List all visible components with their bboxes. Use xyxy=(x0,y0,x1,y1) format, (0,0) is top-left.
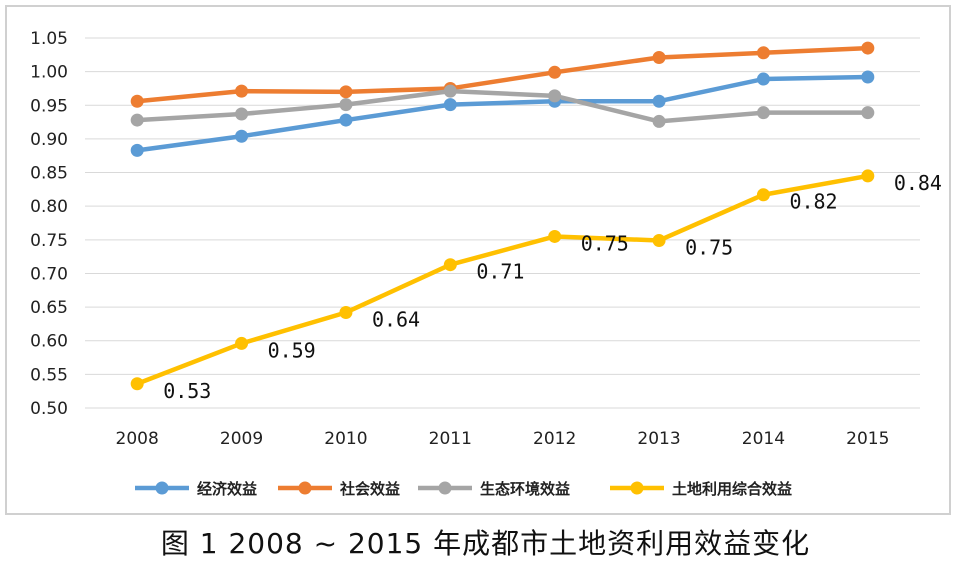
y-tick-label: 0.70 xyxy=(30,264,68,284)
legend-swatch-marker xyxy=(438,481,452,495)
data-point xyxy=(130,113,144,127)
data-point xyxy=(861,70,875,84)
y-tick-label: 0.85 xyxy=(30,164,68,184)
data-point xyxy=(235,84,249,98)
y-tick-label: 0.65 xyxy=(30,298,68,318)
y-axis: 0.50 0.55 0.60 0.65 0.70 0.75 0.80 0.85 0.90 0.95… xyxy=(30,29,68,419)
x-tick-label: 2014 xyxy=(742,429,785,449)
data-point xyxy=(339,85,353,99)
y-tick-label: 0.75 xyxy=(30,231,68,251)
legend-label: 社会效益 xyxy=(339,480,400,498)
data-point xyxy=(756,72,770,86)
legend-label: 经济效益 xyxy=(197,480,257,498)
data-point xyxy=(756,188,770,202)
x-tick-label: 2010 xyxy=(324,429,367,449)
series-lines xyxy=(134,45,871,387)
legend-label: 生态环境效益 xyxy=(480,480,570,498)
data-point xyxy=(443,84,457,98)
data-label: 0.75 xyxy=(581,231,629,255)
y-tick-label: 0.55 xyxy=(30,365,68,385)
legend-label: 土地利用综合效益 xyxy=(672,480,792,498)
data-labels: 0.53 0.59 0.64 0.71 0.75 0.75 0.82 0.84 xyxy=(163,171,942,403)
data-point xyxy=(339,98,353,112)
data-point xyxy=(548,229,562,243)
x-tick-label: 2012 xyxy=(533,429,576,449)
data-point xyxy=(235,129,249,143)
data-label: 0.84 xyxy=(894,171,942,195)
data-point xyxy=(548,89,562,103)
data-point xyxy=(443,98,457,112)
data-point xyxy=(756,46,770,60)
y-tick-label: 0.95 xyxy=(30,96,68,116)
data-label: 0.71 xyxy=(476,260,524,284)
legend-swatch-marker xyxy=(298,481,312,495)
x-tick-label: 2009 xyxy=(220,429,263,449)
data-point xyxy=(235,336,249,350)
legend: 经济效益 社会效益 生态环境效益 土地利用综合效益 xyxy=(135,480,792,498)
legend-swatch-marker xyxy=(155,481,169,495)
series-line-1 xyxy=(134,45,871,104)
y-tick-label: 0.80 xyxy=(30,197,68,217)
data-label: 0.75 xyxy=(685,235,733,259)
data-point xyxy=(339,305,353,319)
x-tick-label: 2008 xyxy=(116,429,159,449)
data-point xyxy=(130,94,144,108)
data-point xyxy=(652,51,666,65)
data-point xyxy=(443,258,457,272)
y-tick-label: 0.50 xyxy=(30,399,68,419)
data-label: 0.53 xyxy=(163,379,211,403)
data-point xyxy=(339,113,353,127)
data-point xyxy=(130,143,144,157)
y-tick-label: 1.00 xyxy=(30,63,68,83)
series-points xyxy=(130,41,875,391)
data-point xyxy=(652,233,666,247)
x-tick-label: 2013 xyxy=(637,429,680,449)
x-axis: 2008 2009 2010 2011 2012 2013 2014 2015 xyxy=(116,429,890,449)
data-point xyxy=(756,106,770,120)
data-point xyxy=(861,106,875,120)
data-point xyxy=(861,41,875,55)
series-line-3 xyxy=(134,173,871,387)
y-tick-label: 0.60 xyxy=(30,332,68,352)
line-chart: 0.50 0.55 0.60 0.65 0.70 0.75 0.80 0.85 0.90 0.95… xyxy=(30,29,942,498)
data-point xyxy=(548,65,562,79)
legend-swatch-marker xyxy=(630,481,644,495)
data-point xyxy=(861,169,875,183)
data-point xyxy=(130,377,144,391)
x-tick-label: 2011 xyxy=(429,429,472,449)
chart-frame xyxy=(5,5,951,515)
data-label: 0.64 xyxy=(372,307,420,331)
data-point xyxy=(235,107,249,121)
x-tick-label: 2015 xyxy=(846,429,889,449)
figure-caption: 图 1 2008 ~ 2015 年成都市土地资利用效益变化 xyxy=(160,527,811,560)
series-line-2 xyxy=(134,88,871,124)
y-tick-label: 1.05 xyxy=(30,29,68,49)
data-label: 0.82 xyxy=(789,190,837,214)
data-point xyxy=(652,114,666,128)
data-point xyxy=(652,94,666,108)
data-label: 0.59 xyxy=(268,338,316,362)
y-tick-label: 0.90 xyxy=(30,130,68,150)
series-line-0 xyxy=(134,74,871,153)
